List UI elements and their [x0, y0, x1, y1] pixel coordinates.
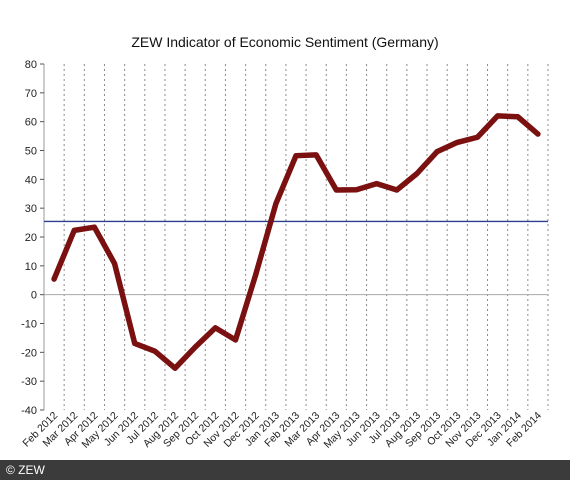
data-point [454, 139, 460, 145]
y-tick-label: 80 [25, 59, 37, 71]
data-point [132, 340, 138, 346]
data-point [71, 227, 77, 233]
data-point [414, 171, 420, 177]
copyright-text: © ZEW [6, 463, 45, 477]
data-point [394, 187, 400, 193]
data-point [515, 114, 521, 120]
y-tick-label: 30 [25, 203, 37, 215]
y-tick-label: -20 [21, 347, 37, 359]
y-tick-label: 10 [25, 261, 37, 273]
data-point [474, 134, 480, 140]
y-tick-label: -10 [21, 319, 37, 331]
data-point [434, 149, 440, 155]
copyright-footer: © ZEW [0, 460, 570, 480]
data-point [273, 201, 279, 207]
data-point [192, 344, 198, 350]
data-point [112, 261, 118, 267]
y-tick-label: -40 [21, 405, 37, 417]
data-point [495, 113, 501, 119]
data-point [313, 152, 319, 158]
data-point [333, 187, 339, 193]
y-tick-label: 60 [25, 117, 37, 129]
chart-area: ZEW Indicator of Economic Sentiment (Ger… [20, 34, 549, 451]
y-tick-label: 20 [25, 232, 37, 244]
y-tick-label: 70 [25, 88, 37, 100]
data-point [212, 325, 218, 331]
data-point [535, 131, 541, 137]
y-tick-label: -30 [21, 376, 37, 388]
y-tick-label: 0 [31, 290, 37, 302]
data-point [91, 224, 97, 230]
data-point [233, 337, 239, 343]
data-point [253, 272, 259, 278]
data-point [353, 187, 359, 193]
chart-title: ZEW Indicator of Economic Sentiment (Ger… [131, 34, 439, 50]
data-point [172, 365, 178, 371]
data-point [374, 181, 380, 187]
data-point [293, 153, 299, 159]
data-point [152, 348, 158, 354]
y-tick-label: 40 [25, 174, 37, 186]
data-point [51, 276, 57, 282]
y-tick-label: 50 [25, 146, 37, 158]
